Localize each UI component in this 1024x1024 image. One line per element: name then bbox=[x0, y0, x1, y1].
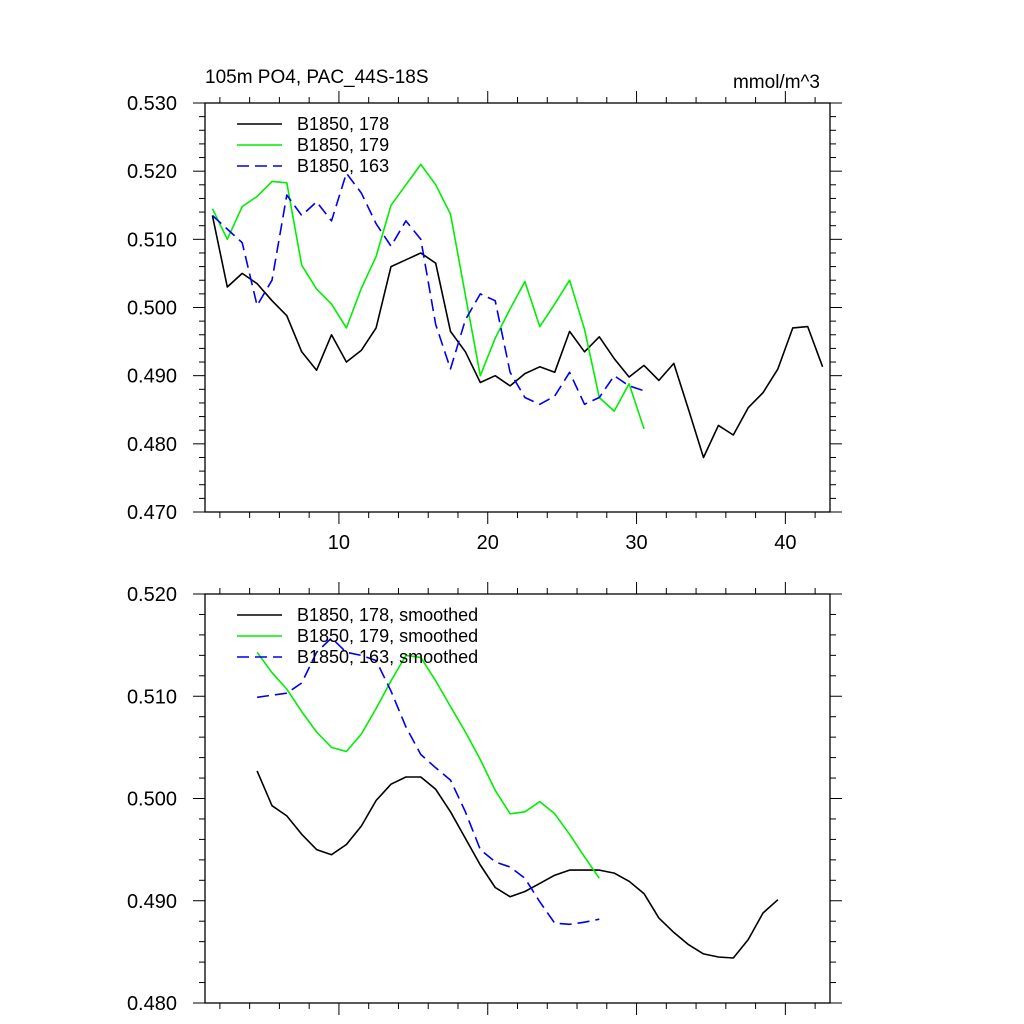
y-tick-label: 0.520 bbox=[127, 161, 177, 183]
series-line-1 bbox=[256, 770, 779, 959]
y-tick-label: 0.480 bbox=[127, 434, 177, 456]
series-line-1 bbox=[211, 215, 824, 459]
y-tick-label: 0.530 bbox=[127, 93, 177, 115]
y-tick-label: 0.490 bbox=[127, 366, 177, 388]
y-tick-label: 0.480 bbox=[127, 993, 177, 1015]
top-panel: 10 20 30 40 0.470 0.480 0.490 0.500 0.510 0.520 0.… bbox=[127, 67, 842, 554]
legend-entry: B1850, 178 bbox=[297, 114, 389, 134]
series-line-2 bbox=[211, 163, 645, 430]
y-tick-label: 0.510 bbox=[127, 686, 177, 708]
bottom-panel: 0.480 0.490 0.500 0.510 0.520 B1850, 178, smo… bbox=[127, 582, 842, 1015]
x-tick-label: 20 bbox=[477, 532, 499, 554]
legend-entry: B1850, 163, smoothed bbox=[297, 647, 478, 667]
series-line-3 bbox=[256, 637, 600, 926]
legend-entry: B1850, 179, smoothed bbox=[297, 626, 478, 646]
y-tick-label: 0.520 bbox=[127, 584, 177, 606]
series-line-3 bbox=[211, 172, 645, 406]
legend-entry: B1850, 163 bbox=[297, 156, 389, 176]
y-tick-label: 0.510 bbox=[127, 229, 177, 251]
series-line-2 bbox=[256, 651, 600, 879]
x-tick-label: 10 bbox=[328, 532, 350, 554]
y-tick-label: 0.500 bbox=[127, 298, 177, 320]
x-tick-label: 40 bbox=[774, 532, 796, 554]
legend-entry: B1850, 179 bbox=[297, 135, 389, 155]
y-tick-label: 0.490 bbox=[127, 891, 177, 913]
x-tick-label: 30 bbox=[625, 532, 647, 554]
y-tick-label: 0.470 bbox=[127, 502, 177, 524]
y-tick-label: 0.500 bbox=[127, 789, 177, 811]
units-label: mmol/m^3 bbox=[733, 72, 820, 93]
legend-entry: B1850, 178, smoothed bbox=[297, 605, 478, 625]
chart-title: 105m PO4, PAC_44S-18S bbox=[205, 67, 429, 88]
